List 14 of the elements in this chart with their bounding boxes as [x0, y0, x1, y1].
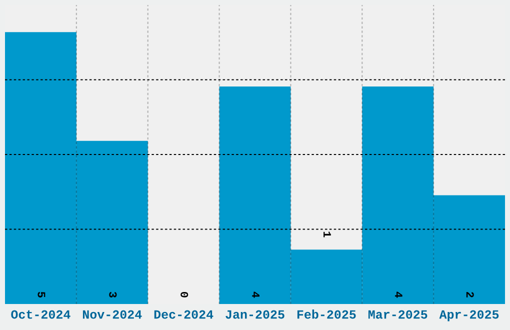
data-label: 5: [38, 292, 46, 298]
x-tick-label: Feb-2025: [297, 310, 356, 319]
data-label: 3: [109, 292, 117, 298]
x-tick-label: Dec-2024: [154, 310, 214, 319]
x-tick-label: Nov-2024: [82, 310, 142, 319]
data-label: 4: [252, 292, 260, 298]
data-label: 1: [324, 232, 331, 238]
x-tick-label: Jan-2025: [226, 310, 284, 319]
data-label: 4: [394, 292, 402, 298]
x-tick-label: Mar-2025: [368, 310, 428, 319]
x-tick-label: Oct-2024: [11, 310, 70, 319]
data-label: 2: [466, 292, 474, 298]
x-tick-label: Apr-2025: [439, 310, 499, 322]
data-label: 0: [180, 292, 188, 298]
